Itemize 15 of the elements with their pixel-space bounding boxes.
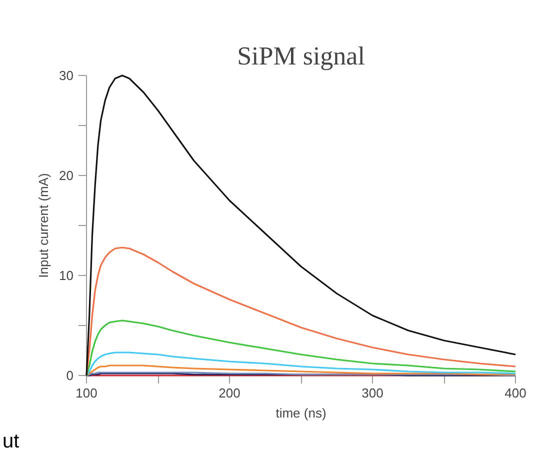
y-tick-label: 10 xyxy=(59,268,74,283)
y-tick-label: 20 xyxy=(59,168,74,183)
chart-title: SiPM signal xyxy=(237,42,365,70)
y-tick-label: 30 xyxy=(59,68,74,83)
line-series xyxy=(86,352,516,376)
x-tick-label: 200 xyxy=(218,386,240,400)
x-tick-label: 400 xyxy=(504,386,526,400)
line-series xyxy=(86,320,516,376)
line-series xyxy=(86,364,516,376)
text: ut xyxy=(2,430,20,452)
x-tick-label: 300 xyxy=(362,386,384,400)
x-axis-title: time (ns) xyxy=(276,406,326,420)
y-axis-title: Input current (mA) xyxy=(36,173,52,278)
x-tick-label: 100 xyxy=(76,386,98,400)
y-tick-label: 0 xyxy=(66,368,74,383)
